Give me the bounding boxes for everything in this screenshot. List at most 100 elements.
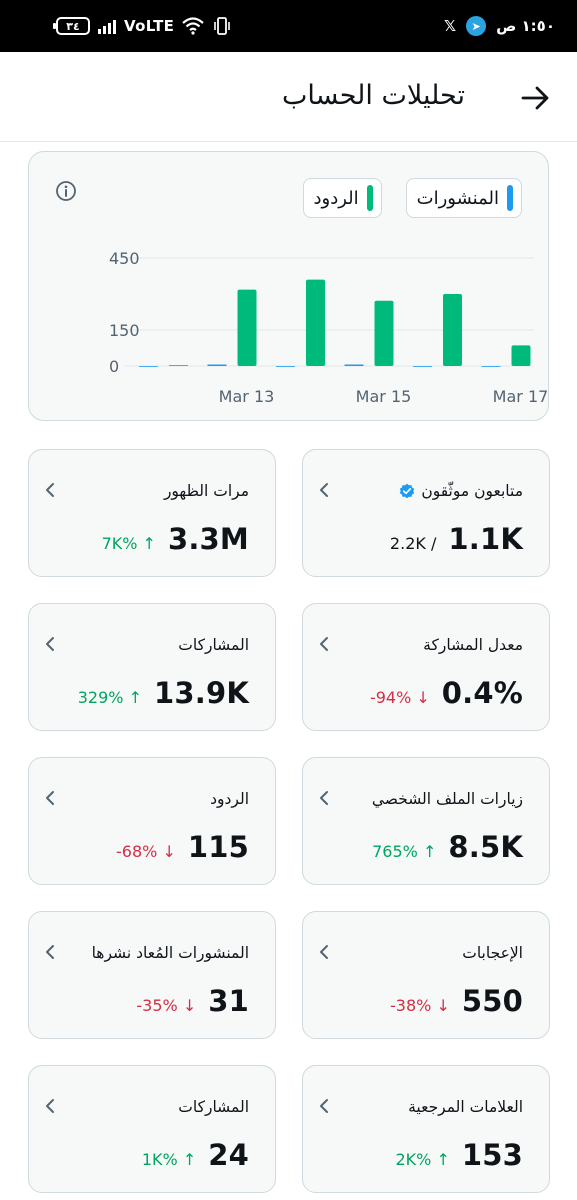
page-title: تحليلات الحساب <box>281 80 465 111</box>
stat-title: الإعجابات <box>462 944 523 962</box>
stat-value-row: 1K% ↑ 24 <box>142 1138 249 1172</box>
chevron-left-icon <box>320 945 328 959</box>
stat-card-bookmarks[interactable]: العلامات المرجعية 2K% ↑ 153 <box>302 1065 550 1193</box>
stat-delta: 329% ↑ <box>77 688 142 707</box>
clock: ١:٥٠ ص <box>496 17 555 35</box>
back-arrow-icon[interactable] <box>519 82 551 114</box>
chevron-left-icon <box>46 945 54 959</box>
bar-posts[interactable] <box>481 366 501 367</box>
stat-value: 550 <box>461 984 523 1018</box>
stat-value-row: 2.2K / 1.1K <box>390 522 523 556</box>
network-type: VoLTE <box>124 17 175 35</box>
stat-value-row: 2K% ↑ 153 <box>395 1138 523 1172</box>
telegram-icon: ➤ <box>466 16 487 36</box>
chevron-left-icon <box>46 1099 54 1113</box>
chevron-left-icon <box>46 791 54 805</box>
stat-title: العلامات المرجعية <box>408 1098 523 1116</box>
stat-value-row: -35% ↓ 31 <box>136 984 249 1018</box>
legend-label-posts: المنشورات <box>416 187 499 209</box>
stat-delta: 2K% ↑ <box>395 1150 450 1169</box>
stat-value: 153 <box>461 1138 523 1172</box>
chevron-left-icon <box>320 1099 328 1113</box>
stat-value: 1.1K <box>448 522 523 556</box>
stat-title-row: الإعجابات <box>462 944 523 962</box>
legend-swatch-replies <box>366 185 373 211</box>
legend-label-replies: الردود <box>313 187 359 209</box>
bar-replies[interactable] <box>374 300 394 366</box>
bar-posts[interactable] <box>413 366 432 367</box>
bar-replies[interactable] <box>511 345 531 366</box>
stat-title: المشاركات <box>178 636 249 654</box>
bar-replies[interactable] <box>237 289 257 366</box>
bar-replies[interactable] <box>443 294 462 366</box>
y-tick-label: 450 <box>109 249 140 268</box>
y-tick-label: 0 <box>109 357 119 376</box>
header: تحليلات الحساب <box>0 52 577 142</box>
stat-title-row: مرات الظهور <box>164 482 249 500</box>
stat-value-row: 329% ↑ 13.9K <box>78 676 249 710</box>
stat-card-profile-visits[interactable]: زيارات الملف الشخصي 765% ↑ 8.5K <box>302 757 550 885</box>
stat-title: معدل المشاركة <box>423 636 523 654</box>
bar-replies[interactable] <box>306 279 325 366</box>
stat-delta: -35% ↓ <box>136 996 197 1015</box>
stat-value-row: 7K% ↑ 3.3M <box>102 522 249 556</box>
status-bar-right: 𝕏 ➤ ١:٥٠ ص <box>444 14 555 38</box>
x-tick-label: Mar 17 <box>493 387 549 406</box>
stat-card-impressions[interactable]: مرات الظهور 7K% ↑ 3.3M <box>28 449 276 577</box>
chart-card: المنشورات الردود 0 150 450 Mar 13 Mar 15 Mar … <box>28 151 549 421</box>
y-tick-label: 150 <box>109 321 140 340</box>
chevron-left-icon <box>46 637 54 651</box>
bar-posts[interactable] <box>344 364 364 367</box>
stat-value: 115 <box>187 830 249 864</box>
legend-swatch-posts <box>507 185 513 211</box>
stat-card-engagements[interactable]: المشاركات 329% ↑ 13.9K <box>28 603 276 731</box>
stat-value: 0.4% <box>441 676 523 710</box>
stat-title: الردود <box>210 790 249 808</box>
chevron-left-icon <box>46 483 54 497</box>
bar-chart: 0 150 450 Mar 13 Mar 15 Mar 17 <box>109 249 549 406</box>
stat-title-row: متابعون موثّقون <box>399 482 523 500</box>
status-bar-left: ٣٤ VoLTE <box>53 14 232 38</box>
bar-posts[interactable] <box>139 366 158 367</box>
stat-value-row: -94% ↓ 0.4% <box>370 676 523 710</box>
stat-delta: 765% ↑ <box>372 842 437 861</box>
stat-title-row: العلامات المرجعية <box>408 1098 523 1116</box>
chevron-left-icon <box>320 637 328 651</box>
stat-card-reposts[interactable]: المنشورات المُعاد نشرها -35% ↓ 31 <box>28 911 276 1039</box>
stat-title: زيارات الملف الشخصي <box>371 790 523 808</box>
stat-value: 8.5K <box>448 830 523 864</box>
stat-value-row: 765% ↑ 8.5K <box>372 830 523 864</box>
chevron-left-icon <box>320 483 328 497</box>
bar-replies[interactable] <box>169 365 188 366</box>
vibrate-icon <box>214 17 230 35</box>
stat-value: 31 <box>208 984 249 1018</box>
signal-icon <box>98 18 116 34</box>
stat-delta: -38% ↓ <box>390 996 450 1015</box>
stat-card-shares[interactable]: المشاركات 1K% ↑ 24 <box>28 1065 276 1193</box>
stat-title: المشاركات <box>178 1098 249 1116</box>
legend-item-replies[interactable]: الردود <box>302 178 382 218</box>
x-tick-label: Mar 13 <box>219 387 275 406</box>
stat-card-likes[interactable]: الإعجابات -38% ↓ 550 <box>302 911 550 1039</box>
stat-value-row: -68% ↓ 115 <box>116 830 249 864</box>
stat-title: المنشورات المُعاد نشرها <box>91 944 249 962</box>
stat-title-row: الردود <box>210 790 249 808</box>
stat-card-engagement-rate[interactable]: معدل المشاركة -94% ↓ 0.4% <box>302 603 550 731</box>
stat-delta: -94% ↓ <box>369 688 430 707</box>
info-icon[interactable] <box>55 180 77 202</box>
x-tick-label: Mar 15 <box>356 387 412 406</box>
bar-posts[interactable] <box>207 364 227 367</box>
stat-title-row: المشاركات <box>178 1098 249 1116</box>
stat-title: متابعون موثّقون <box>421 482 523 500</box>
stat-delta: 1K% ↑ <box>141 1150 197 1169</box>
battery-level: ٣٤ <box>66 19 80 33</box>
stat-card-verified-followers[interactable]: متابعون موثّقون 2.2K / 1.1K <box>302 449 550 577</box>
bar-posts[interactable] <box>276 366 295 367</box>
stat-value-row: -38% ↓ 550 <box>390 984 523 1018</box>
stat-card-replies[interactable]: الردود -68% ↓ 115 <box>28 757 276 885</box>
stat-title-row: المشاركات <box>178 636 249 654</box>
x-app-icon: 𝕏 <box>444 17 457 35</box>
legend-item-posts[interactable]: المنشورات <box>405 178 522 218</box>
stat-delta: 2.2K / <box>389 534 437 553</box>
stat-title-row: زيارات الملف الشخصي <box>372 790 523 808</box>
